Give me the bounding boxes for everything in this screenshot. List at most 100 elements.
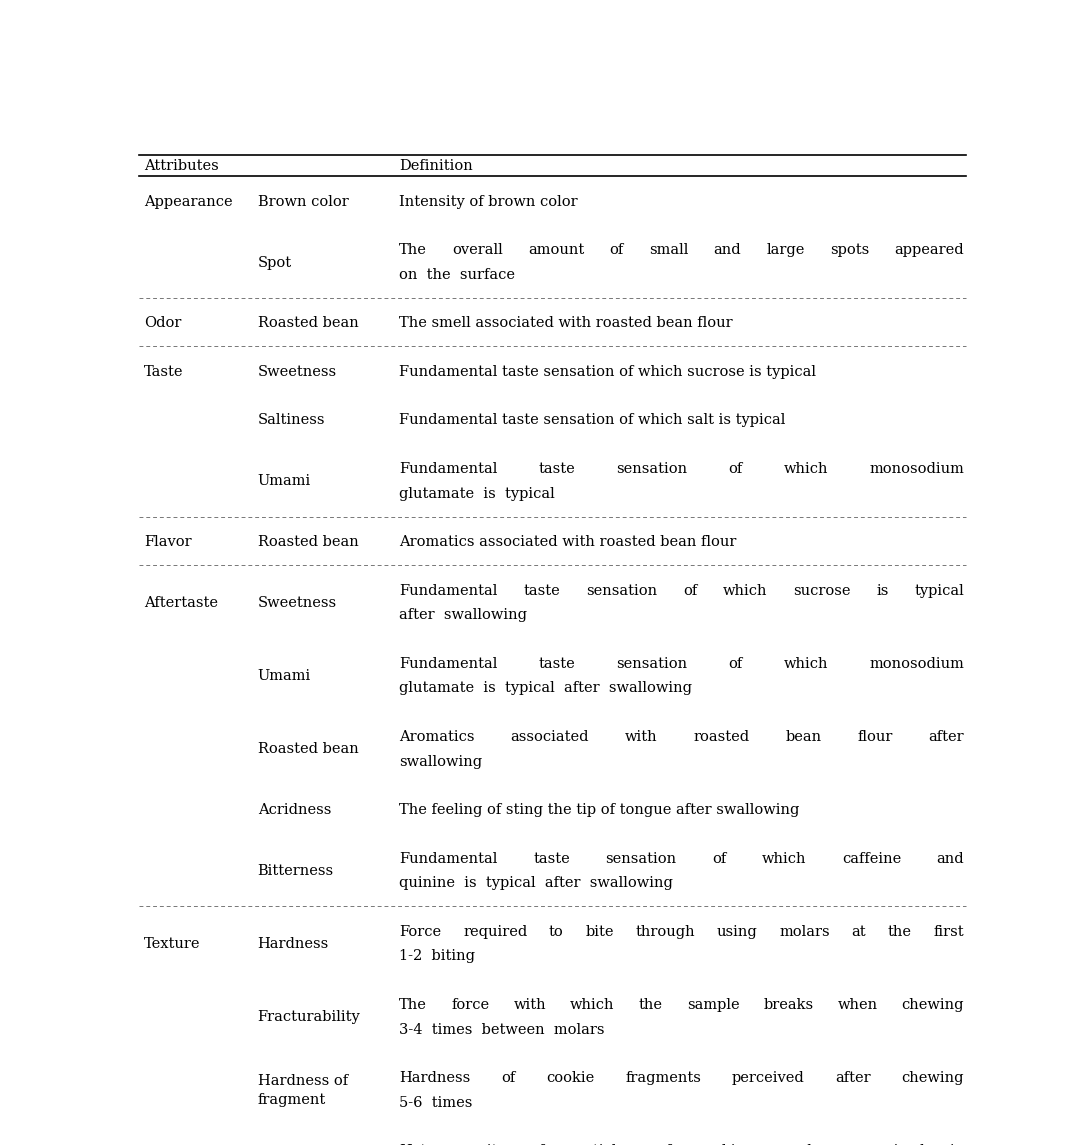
Text: which: which	[762, 852, 806, 866]
Text: cookie: cookie	[546, 1071, 594, 1085]
Text: The smell associated with roasted bean flour: The smell associated with roasted bean f…	[399, 316, 733, 331]
Text: Hardness: Hardness	[258, 937, 329, 951]
Text: large: large	[766, 243, 805, 258]
Text: glutamate  is  typical: glutamate is typical	[399, 487, 555, 500]
Text: with: with	[514, 998, 546, 1012]
Text: swallowing: swallowing	[399, 755, 483, 768]
Text: Fundamental: Fundamental	[399, 584, 498, 598]
Text: Fundamental: Fundamental	[399, 852, 498, 866]
Text: typical: typical	[915, 584, 964, 598]
Text: sucrose: sucrose	[793, 584, 850, 598]
Text: taste: taste	[539, 657, 575, 671]
Text: Fundamental: Fundamental	[399, 657, 498, 671]
Text: Saltiness: Saltiness	[258, 413, 325, 427]
Text: which: which	[570, 998, 615, 1012]
Text: sensation: sensation	[605, 852, 676, 866]
Text: The: The	[399, 243, 427, 258]
Text: Fracturability: Fracturability	[258, 1010, 360, 1025]
Text: Attributes: Attributes	[144, 159, 219, 173]
Text: after: after	[929, 729, 964, 744]
Text: after: after	[835, 1071, 871, 1085]
Text: The: The	[399, 998, 427, 1012]
Text: sensation: sensation	[616, 461, 688, 476]
Text: taste: taste	[533, 852, 570, 866]
Text: of: of	[683, 584, 697, 598]
Text: bean: bean	[786, 729, 821, 744]
Text: amount: amount	[528, 243, 585, 258]
Text: the: the	[639, 998, 662, 1012]
Text: 3-4  times  between  molars: 3-4 times between molars	[399, 1022, 605, 1036]
Text: Roasted bean: Roasted bean	[258, 742, 358, 756]
Text: sensation: sensation	[586, 584, 657, 598]
Text: Acridness: Acridness	[258, 803, 331, 818]
Text: perceived: perceived	[732, 1071, 804, 1085]
Text: overall: overall	[453, 243, 503, 258]
Text: first: first	[933, 925, 964, 939]
Text: of: of	[729, 461, 743, 476]
Text: The feeling of sting the tip of tongue after swallowing: The feeling of sting the tip of tongue a…	[399, 803, 800, 818]
Text: caffeine: caffeine	[842, 852, 901, 866]
Text: small: small	[649, 243, 689, 258]
Text: Intensity of brown color: Intensity of brown color	[399, 195, 578, 208]
Text: Brown color: Brown color	[258, 195, 348, 208]
Text: roasted: roasted	[693, 729, 749, 744]
Text: Umami: Umami	[258, 474, 311, 488]
Text: Odor: Odor	[144, 316, 182, 331]
Text: flour: flour	[858, 729, 892, 744]
Text: Flavor: Flavor	[144, 535, 192, 550]
Text: when: when	[837, 998, 877, 1012]
Text: Aftertaste: Aftertaste	[144, 595, 218, 610]
Text: to: to	[549, 925, 563, 939]
Text: quinine  is  typical  after  swallowing: quinine is typical after swallowing	[399, 876, 673, 891]
Text: spots: spots	[830, 243, 870, 258]
Text: Spot: Spot	[258, 255, 291, 269]
Text: required: required	[463, 925, 528, 939]
Text: through: through	[635, 925, 696, 939]
Text: of: of	[712, 852, 727, 866]
Text: Roasted bean: Roasted bean	[258, 535, 358, 550]
Text: taste: taste	[524, 584, 560, 598]
Text: monosodium: monosodium	[870, 657, 964, 671]
Text: which: which	[784, 657, 829, 671]
Text: 5-6  times: 5-6 times	[399, 1096, 473, 1110]
Text: force: force	[452, 998, 489, 1012]
Text: Hardness of
fragment: Hardness of fragment	[258, 1074, 348, 1107]
Text: which: which	[784, 461, 829, 476]
Text: is: is	[876, 584, 889, 598]
Text: Sweetness: Sweetness	[258, 365, 336, 379]
Text: molars: molars	[779, 925, 830, 939]
Text: and: and	[936, 852, 964, 866]
Text: sensation: sensation	[616, 657, 688, 671]
Text: at: at	[851, 925, 866, 939]
Text: Sweetness: Sweetness	[258, 595, 336, 610]
Text: which: which	[722, 584, 768, 598]
Text: using: using	[717, 925, 758, 939]
Text: Definition: Definition	[399, 159, 473, 173]
Text: Aromatics associated with roasted bean flour: Aromatics associated with roasted bean f…	[399, 535, 736, 550]
Text: monosodium: monosodium	[870, 461, 964, 476]
Text: Texture: Texture	[144, 937, 201, 951]
Text: breaks: breaks	[763, 998, 814, 1012]
Text: on  the  surface: on the surface	[399, 268, 515, 282]
Text: the: the	[888, 925, 912, 939]
Text: Taste: Taste	[144, 365, 184, 379]
Text: Umami: Umami	[258, 669, 311, 684]
Text: Force: Force	[399, 925, 442, 939]
Text: Fundamental: Fundamental	[399, 461, 498, 476]
Text: with: with	[625, 729, 658, 744]
Text: chewing: chewing	[902, 1071, 964, 1085]
Text: Appearance: Appearance	[144, 195, 233, 208]
Text: bite: bite	[586, 925, 614, 939]
Text: fragments: fragments	[626, 1071, 701, 1085]
Text: appeared: appeared	[894, 243, 964, 258]
Text: of: of	[501, 1071, 516, 1085]
Text: Fundamental taste sensation of which salt is typical: Fundamental taste sensation of which sal…	[399, 413, 786, 427]
Text: of: of	[729, 657, 743, 671]
Text: taste: taste	[539, 461, 575, 476]
Text: Bitterness: Bitterness	[258, 864, 334, 878]
Text: after  swallowing: after swallowing	[399, 608, 528, 622]
Text: associated: associated	[511, 729, 589, 744]
Text: sample: sample	[687, 998, 740, 1012]
Text: 1-2  biting: 1-2 biting	[399, 949, 475, 963]
Text: chewing: chewing	[902, 998, 964, 1012]
